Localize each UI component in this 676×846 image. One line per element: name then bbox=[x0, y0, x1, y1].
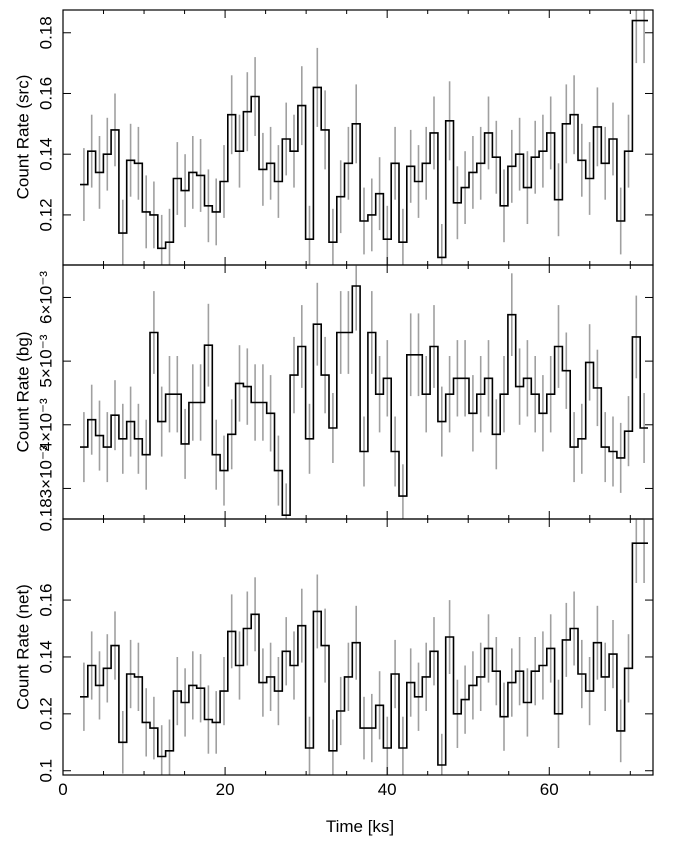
bg-ytick-label: 4×10⁻³ bbox=[36, 398, 55, 451]
bg-ytick-label: 6×10⁻³ bbox=[36, 271, 55, 324]
xtick-label: 40 bbox=[378, 780, 397, 799]
net-ytick-label: 0.16 bbox=[36, 584, 55, 617]
ylabel-bg: Count Rate (bg) bbox=[13, 332, 32, 453]
src-ytick-label: 0.18 bbox=[36, 16, 55, 49]
ylabel-src: Count Rate (src) bbox=[13, 75, 32, 200]
xtick-label: 0 bbox=[58, 780, 67, 799]
src-step-line bbox=[80, 19, 648, 259]
src-ytick-label: 0.16 bbox=[36, 77, 55, 110]
net-ytick-label: 0.12 bbox=[36, 697, 55, 730]
xtick-label: 60 bbox=[540, 780, 559, 799]
xlabel-time: Time [ks] bbox=[326, 817, 394, 836]
bg-step-line bbox=[80, 285, 648, 516]
panel-net: 0.1 0.12 0.14 0.16 0 20 40 60 bbox=[36, 518, 654, 799]
bg-ytick-label: 5×10⁻³ bbox=[36, 334, 55, 387]
src-ytick-label: 0.12 bbox=[36, 198, 55, 231]
net-plot-frame bbox=[62, 518, 654, 776]
bg-ytick-label: 0.183×10⁻³ bbox=[36, 445, 55, 531]
panel-bg: 0.183×10⁻³4×10⁻³ 5×10⁻³ 6×10⁻³ bbox=[36, 264, 654, 531]
panel-src: 0.12 0.14 0.16 0.18 bbox=[36, 9, 654, 266]
src-ytick-label: 0.14 bbox=[36, 138, 55, 171]
xtick-label: 20 bbox=[216, 780, 235, 799]
net-ytick-label: 0.14 bbox=[36, 640, 55, 673]
net-ytick-label: 0.1 bbox=[36, 759, 55, 783]
ylabel-net: Count Rate (net) bbox=[13, 584, 32, 710]
net-step-line bbox=[80, 542, 648, 766]
